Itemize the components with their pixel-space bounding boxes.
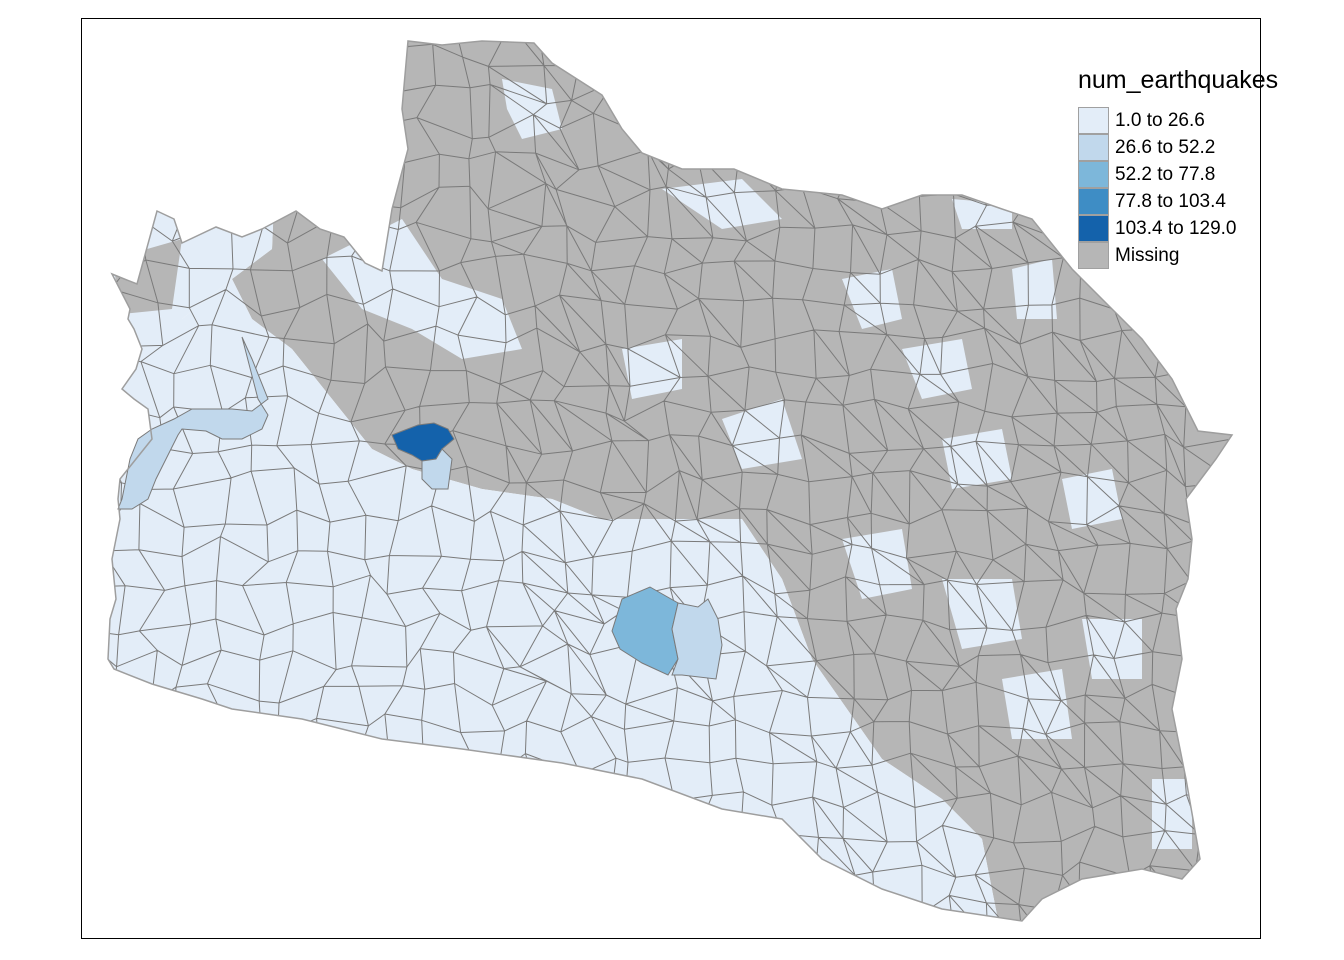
legend-label: 1.0 to 26.6 xyxy=(1115,110,1205,131)
legend-label: 26.6 to 52.2 xyxy=(1115,137,1216,158)
legend-item: 77.8 to 103.4 xyxy=(1078,188,1278,215)
legend-label: 77.8 to 103.4 xyxy=(1115,191,1226,212)
region-class-2-west xyxy=(117,336,269,510)
legend-title: num_earthquakes xyxy=(1078,66,1279,94)
legend-label: 103.4 to 129.0 xyxy=(1115,218,1237,239)
legend-swatch xyxy=(1078,161,1109,188)
legend-item: 103.4 to 129.0 xyxy=(1078,215,1278,242)
highlighted-regions xyxy=(117,336,723,680)
legend: num_earthquakes 1.0 to 26.6 26.6 to 52.2… xyxy=(1078,65,1278,269)
map-frame: num_earthquakes 1.0 to 26.6 26.6 to 52.2… xyxy=(81,18,1278,939)
legend-label: Missing xyxy=(1115,245,1180,266)
legend-item: 26.6 to 52.2 xyxy=(1078,134,1278,161)
legend-swatch xyxy=(1078,215,1109,242)
legend-item: Missing xyxy=(1078,242,1278,269)
legend-swatch xyxy=(1078,134,1109,161)
legend-item: 1.0 to 26.6 xyxy=(1078,107,1278,134)
legend-items: 1.0 to 26.6 26.6 to 52.2 52.2 to 77.8 77… xyxy=(1078,107,1278,269)
legend-swatch xyxy=(1078,188,1109,215)
choropleth-map xyxy=(107,40,1233,922)
region-class-3 xyxy=(611,586,679,676)
legend-label: 52.2 to 77.8 xyxy=(1115,164,1216,185)
region-class-2-south xyxy=(671,598,723,680)
legend-swatch xyxy=(1078,242,1109,269)
legend-item: 52.2 to 77.8 xyxy=(1078,161,1278,188)
region-class-2-mid xyxy=(421,448,453,490)
legend-swatch xyxy=(1078,107,1109,134)
